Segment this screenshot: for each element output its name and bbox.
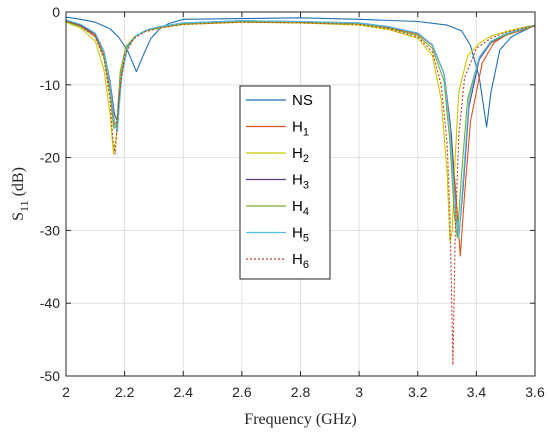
legend-label-main: H <box>292 119 303 136</box>
series-layer <box>65 16 536 366</box>
legend-label-sub: 2 <box>303 153 309 165</box>
x-tick-labels: 2 2.2 2.4 2.6 2.8 3 3.2 3.4 3.6 <box>62 384 545 400</box>
legend-label-main: NS <box>292 92 313 109</box>
legend-label-h6: H6 <box>292 251 309 271</box>
x-axis-label: Frequency (GHz) <box>244 411 356 428</box>
y-axis-label-main: S <box>10 212 27 221</box>
legend-label-main: H <box>292 172 303 189</box>
legend-label-main: H <box>292 198 303 215</box>
legend-label-sub: 1 <box>303 127 309 139</box>
x-tick-label: 2 <box>62 384 70 400</box>
series-line-h4 <box>65 20 536 239</box>
legend-label-main: H <box>292 251 303 268</box>
y-axis-label: S11 (dB) <box>10 167 31 221</box>
series-line-h2 <box>65 21 536 242</box>
x-tick-label: 2.6 <box>232 384 252 400</box>
legend-label-sub: 4 <box>303 206 309 218</box>
legend-label-main: H <box>292 145 303 162</box>
y-tick-label: -40 <box>40 295 60 311</box>
legend-box <box>239 85 331 280</box>
x-tick-label: 3.2 <box>408 384 428 400</box>
x-tick-label: 2.4 <box>174 384 194 400</box>
x-tick-label: 3 <box>355 384 363 400</box>
series-line-h5 <box>65 19 536 239</box>
legend-label-ns: NS <box>292 92 313 109</box>
x-tick-label: 2.2 <box>115 384 135 400</box>
y-tick-label: -50 <box>40 368 60 384</box>
y-tick-label: 0 <box>52 4 60 20</box>
legend-label-sub: 3 <box>303 180 309 192</box>
legend-label-h1: H1 <box>292 119 309 139</box>
tick-layer <box>65 11 536 377</box>
y-tick-label: -10 <box>40 77 60 93</box>
x-tick-label: 3.4 <box>467 384 487 400</box>
legend-label-sub: 6 <box>303 259 309 271</box>
y-tick-label: -30 <box>40 222 60 238</box>
y-tick-label: -20 <box>40 150 60 166</box>
y-axis-label-unit: (dB) <box>10 167 27 200</box>
x-tick-label: 2.8 <box>291 384 311 400</box>
series-line-ns <box>65 16 536 128</box>
y-tick-labels: 0 -10 -20 -30 -40 -50 <box>40 4 60 384</box>
legend-label-main: H <box>292 225 303 242</box>
legend-label-h5: H5 <box>292 225 309 245</box>
legend-label-h3: H3 <box>292 172 309 192</box>
legend-label-h2: H2 <box>292 145 309 165</box>
y-axis-label-sub: 11 <box>17 200 31 212</box>
legend-label-h4: H4 <box>292 198 309 218</box>
x-tick-label: 3.6 <box>525 384 545 400</box>
legend-label-sub: 5 <box>303 233 309 245</box>
